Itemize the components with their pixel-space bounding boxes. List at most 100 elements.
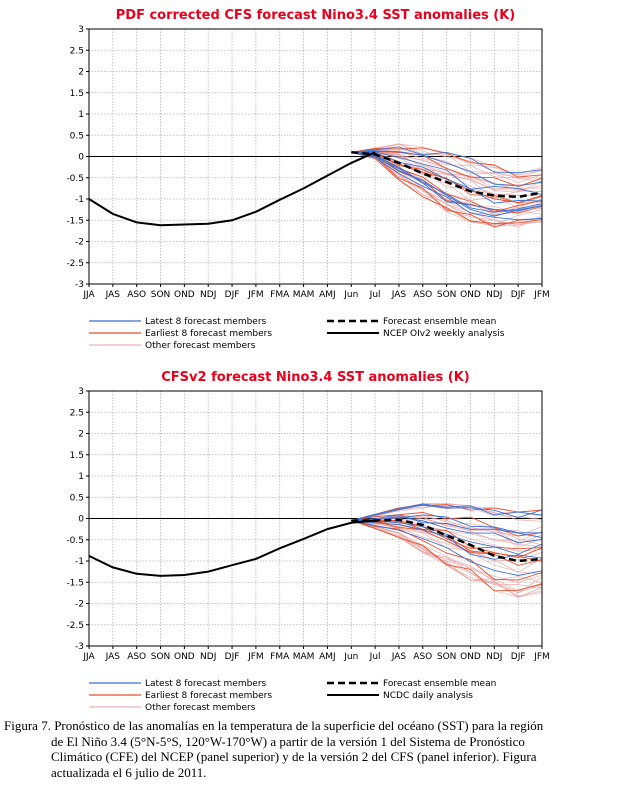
x-tick-label: NDJ xyxy=(200,290,216,300)
x-tick-label: ASO xyxy=(127,290,146,300)
legend: Latest 8 forecast members Earliest 8 fore… xyxy=(89,317,505,351)
other-member-line xyxy=(351,151,543,200)
caption-line-2: de El Niño 3.4 (5°N-5°S, 120°W-170°W) a … xyxy=(51,733,525,749)
legend-label-latest: Latest 8 forecast members xyxy=(145,317,267,327)
x-tick-label: NDJ xyxy=(200,652,216,662)
y-tick-label: -2 xyxy=(75,238,84,248)
x-tick-label: JFM xyxy=(247,290,264,300)
latest-member-line xyxy=(351,151,543,196)
x-tick-label: SON xyxy=(151,652,171,662)
x-tick-label: JAS xyxy=(391,290,407,300)
x-tick-label: JJA xyxy=(82,290,95,300)
x-tick-label: NDJ xyxy=(486,290,502,300)
y-tick-label: 3 xyxy=(78,387,84,397)
x-tick-label: Jun xyxy=(343,652,358,662)
x-tick-label: MAM xyxy=(293,290,315,300)
other-member-line xyxy=(351,520,543,575)
y-tick-label: 1.5 xyxy=(70,451,84,461)
plot-frame xyxy=(88,390,543,647)
x-tick-label: JJA xyxy=(82,652,95,662)
x-tick-label: ASO xyxy=(413,652,432,662)
x-tick-label: DJF xyxy=(225,290,240,300)
analysis-line xyxy=(88,519,376,577)
earliest-member-line xyxy=(351,519,543,550)
x-tick-label: JFM xyxy=(533,652,550,662)
latest-member-line xyxy=(351,150,543,187)
legend-label-analysis: NCDC daily analysis xyxy=(383,691,473,701)
x-tick-label: DJF xyxy=(225,652,240,662)
legend-label-mean: Forecast ensemble mean xyxy=(383,317,496,327)
earliest-member-line xyxy=(351,512,543,537)
y-tick-label: -1 xyxy=(75,195,84,205)
legend-label-analysis: NCEP OIv2 weekly analysis xyxy=(383,329,505,339)
other-member-line xyxy=(351,143,543,178)
y-tick-label: -0.5 xyxy=(66,536,84,546)
y-tick-label: 2 xyxy=(78,430,84,440)
x-tick-label: ASO xyxy=(127,652,146,662)
other-member-line xyxy=(351,515,543,548)
x-tick-label: DJF xyxy=(511,290,526,300)
x-tick-label: JAS xyxy=(391,652,407,662)
x-tick-label: OND xyxy=(174,652,195,662)
y-tick-label: 0.5 xyxy=(70,493,84,503)
y-tick-label: -1.5 xyxy=(66,578,84,588)
other-member-line xyxy=(351,151,543,193)
x-tick-label: DJF xyxy=(511,652,526,662)
ensemble-mean-line xyxy=(351,151,543,199)
y-tick-label: 0.5 xyxy=(70,131,84,141)
caption-line-1: Figura 7. Pronóstico de las anomalías en… xyxy=(4,718,544,733)
earliest-member-line xyxy=(351,150,543,187)
x-tick-label: FMA xyxy=(270,652,290,662)
y-tick-label: 0 xyxy=(78,153,84,163)
earliest-member-line xyxy=(351,520,543,592)
y-tick-label: 2 xyxy=(78,68,84,78)
y-tick-label: -2.5 xyxy=(66,621,84,631)
ensemble-mean-line xyxy=(351,518,543,563)
x-tick-label: SON xyxy=(437,290,457,300)
y-tick-label: 3 xyxy=(78,25,84,35)
legend-label-latest: Latest 8 forecast members xyxy=(145,679,267,689)
legend: Latest 8 forecast members Earliest 8 fore… xyxy=(89,679,496,713)
y-tick-label: -0.5 xyxy=(66,174,84,184)
latest-member-line xyxy=(351,151,543,212)
legend-label-earliest: Earliest 8 forecast members xyxy=(145,329,272,339)
x-tick-label: OND xyxy=(460,652,481,662)
x-tick-label: OND xyxy=(460,290,481,300)
latest-member-line xyxy=(351,514,543,534)
x-tick-label: Jun xyxy=(343,290,358,300)
legend-label-mean: Forecast ensemble mean xyxy=(383,679,496,689)
forecast-members xyxy=(351,503,543,598)
other-member-line xyxy=(351,150,543,183)
y-tick-label: -2.5 xyxy=(66,259,84,269)
plot-frame xyxy=(88,28,543,285)
legend-label-earliest: Earliest 8 forecast members xyxy=(145,691,272,701)
x-tick-label: AMJ xyxy=(319,290,336,300)
other-member-line xyxy=(351,520,543,583)
y-tick-label: 1 xyxy=(78,472,84,482)
latest-member-line xyxy=(351,520,543,560)
y-tick-label: 2.5 xyxy=(70,46,84,56)
x-tick-label: SON xyxy=(437,652,457,662)
x-tick-label: JFM xyxy=(247,652,264,662)
x-tick-label: JAS xyxy=(105,652,121,662)
chart-title: PDF corrected CFS forecast Nino3.4 SST a… xyxy=(116,8,516,23)
earliest-member-line xyxy=(351,151,543,224)
latest-member-line xyxy=(351,504,543,522)
other-member-line xyxy=(351,520,543,594)
other-member-line xyxy=(351,520,543,589)
latest-member-line xyxy=(351,151,543,221)
caption-line-4: actualizada el 6 julio de 2011. xyxy=(51,764,207,780)
x-tick-label: Jul xyxy=(369,290,381,300)
y-tick-label: -3 xyxy=(75,280,84,290)
latest-member-line xyxy=(351,520,543,576)
x-tick-label: AMJ xyxy=(319,652,336,662)
earliest-member-line xyxy=(351,151,543,228)
latest-member-line xyxy=(351,520,543,555)
chart-bottom: CFSv2 forecast Nino3.4 SST anomalies (K)… xyxy=(66,370,550,713)
other-member-line xyxy=(351,148,543,179)
latest-member-line xyxy=(351,146,543,174)
y-tick-label: -2 xyxy=(75,600,84,610)
analysis-line xyxy=(88,151,376,227)
x-tick-label: MAM xyxy=(293,652,315,662)
chart-title: CFSv2 forecast Nino3.4 SST anomalies (K) xyxy=(161,370,469,385)
